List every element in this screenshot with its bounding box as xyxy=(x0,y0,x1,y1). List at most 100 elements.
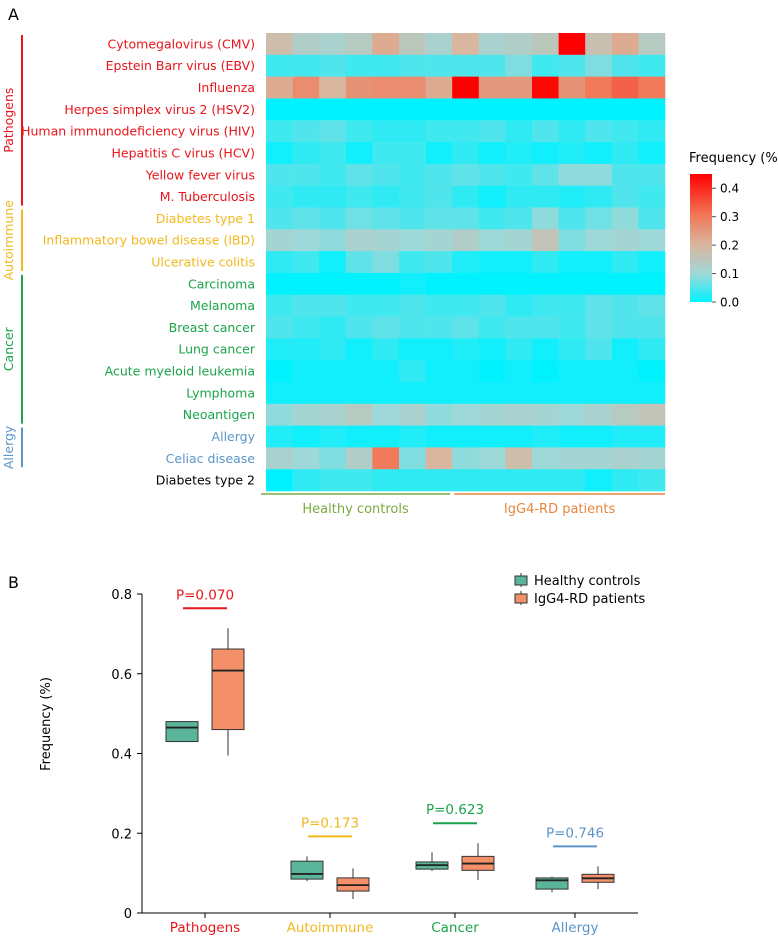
heatmap-cell xyxy=(611,207,639,230)
x-tick-label: Pathogens xyxy=(170,920,240,936)
x-tick-label: Autoimmune xyxy=(287,920,374,936)
heatmap-cell xyxy=(452,98,480,121)
heatmap-cell xyxy=(345,207,373,230)
heatmap-cell xyxy=(478,76,506,99)
colorbar-title: Frequency (%) xyxy=(689,151,778,166)
heatmap-cell xyxy=(425,403,453,426)
heatmap-cell xyxy=(266,163,293,186)
heatmap-cell xyxy=(558,316,586,339)
heatmap-cell xyxy=(532,360,559,383)
heatmap-cell xyxy=(452,33,480,56)
heatmap-cell xyxy=(558,403,586,426)
heatmap-cell xyxy=(345,142,373,165)
heatmap-cell xyxy=(638,229,666,252)
heatmap-cell xyxy=(505,207,533,230)
heatmap-cell xyxy=(558,360,586,383)
heatmap-cell xyxy=(266,185,293,208)
heatmap-cell xyxy=(292,185,320,208)
heatmap-cell xyxy=(266,120,293,143)
heatmap-cell xyxy=(585,33,613,56)
heatmap-cell xyxy=(399,207,426,230)
heatmap-cell xyxy=(345,272,373,296)
heatmap-cell xyxy=(638,425,666,448)
heatmap-cell xyxy=(611,294,639,317)
heatmap-cell xyxy=(266,294,293,317)
heatmap-cell xyxy=(585,403,613,426)
heatmap-cell xyxy=(638,469,666,492)
heatmap-cell xyxy=(638,272,666,296)
heatmap-cell xyxy=(372,54,400,77)
category-label: Autoimmune xyxy=(1,200,16,281)
heatmap-cell xyxy=(292,272,320,296)
heatmap-row-label: Herpes simplex virus 2 (HSV2) xyxy=(64,102,255,117)
heatmap-cell xyxy=(319,163,347,186)
colorbar-ticks: 0.0 0.1 0.2 0.3 0.4 xyxy=(712,182,739,310)
heatmap-cell xyxy=(399,272,426,296)
heatmap-cell xyxy=(399,425,426,448)
heatmap-cell xyxy=(425,207,453,230)
heatmap-cell xyxy=(558,272,586,296)
heatmap-cell xyxy=(532,207,559,230)
heatmap-cell xyxy=(505,185,533,208)
heatmap-cell xyxy=(319,185,347,208)
heatmap-cell xyxy=(399,185,426,208)
heatmap-cell xyxy=(532,272,559,296)
heatmap-cell xyxy=(505,316,533,339)
category-label: Pathogens xyxy=(1,88,16,153)
heatmap-cell xyxy=(532,338,559,361)
heatmap-cell xyxy=(611,229,639,252)
heatmap-cell xyxy=(638,163,666,186)
heatmap-cell xyxy=(558,33,586,56)
y-tick-label: 0.8 xyxy=(111,588,132,603)
heatmap-cell xyxy=(452,54,480,77)
heatmap-cell xyxy=(638,98,666,121)
heatmap-cell xyxy=(319,316,347,339)
heatmap-cell xyxy=(638,403,666,426)
heatmap-cell xyxy=(505,163,533,186)
heatmap-cell xyxy=(319,229,347,252)
heatmap-cell xyxy=(372,163,400,186)
heatmap-cell xyxy=(425,76,453,99)
heatmap-cell xyxy=(452,360,480,383)
heatmap-cell xyxy=(585,54,613,77)
heatmap-cell xyxy=(345,76,373,99)
heatmap-cell xyxy=(345,316,373,339)
legend-label: Healthy controls xyxy=(534,574,641,589)
heatmap-cell xyxy=(425,447,453,470)
heatmap-cell xyxy=(452,229,480,252)
heatmap-cell xyxy=(452,142,480,165)
heatmap-cell xyxy=(266,33,293,56)
heatmap-cell xyxy=(292,76,320,99)
heatmap-cell xyxy=(372,425,400,448)
heatmap-cell xyxy=(505,360,533,383)
heatmap-cell xyxy=(319,98,347,121)
heatmap-cell xyxy=(478,98,506,121)
heatmap-cell xyxy=(532,185,559,208)
heatmap-cell xyxy=(558,142,586,165)
boxplot-legend: Healthy controls IgG4-RD patients xyxy=(514,573,646,607)
heatmap-cell xyxy=(319,251,347,274)
heatmap-row-label: Hepatitis C virus (HCV) xyxy=(112,146,255,161)
heatmap-cell xyxy=(478,360,506,383)
heatmap-cell xyxy=(399,120,426,143)
heatmap-cell xyxy=(345,294,373,317)
heatmap-cell xyxy=(266,251,293,274)
heatmap-cell xyxy=(638,76,666,99)
heatmap-cell xyxy=(558,294,586,317)
heatmap-row-label: Epstein Barr virus (EBV) xyxy=(106,58,255,73)
heatmap-cell xyxy=(478,54,506,77)
heatmap-cell xyxy=(372,33,400,56)
heatmap-cell xyxy=(372,185,400,208)
heatmap-cell xyxy=(399,316,426,339)
heatmap-cell xyxy=(505,403,533,426)
heatmap-cell xyxy=(505,142,533,165)
heatmap-cell xyxy=(638,251,666,274)
heatmap-cell xyxy=(532,381,559,405)
heatmap-cell xyxy=(425,229,453,252)
heatmap-cell xyxy=(558,338,586,361)
heatmap-cell xyxy=(638,316,666,339)
heatmap-cell xyxy=(345,54,373,77)
heatmap-cell xyxy=(266,447,293,470)
heatmap-cell xyxy=(266,360,293,383)
heatmap-cell xyxy=(345,185,373,208)
